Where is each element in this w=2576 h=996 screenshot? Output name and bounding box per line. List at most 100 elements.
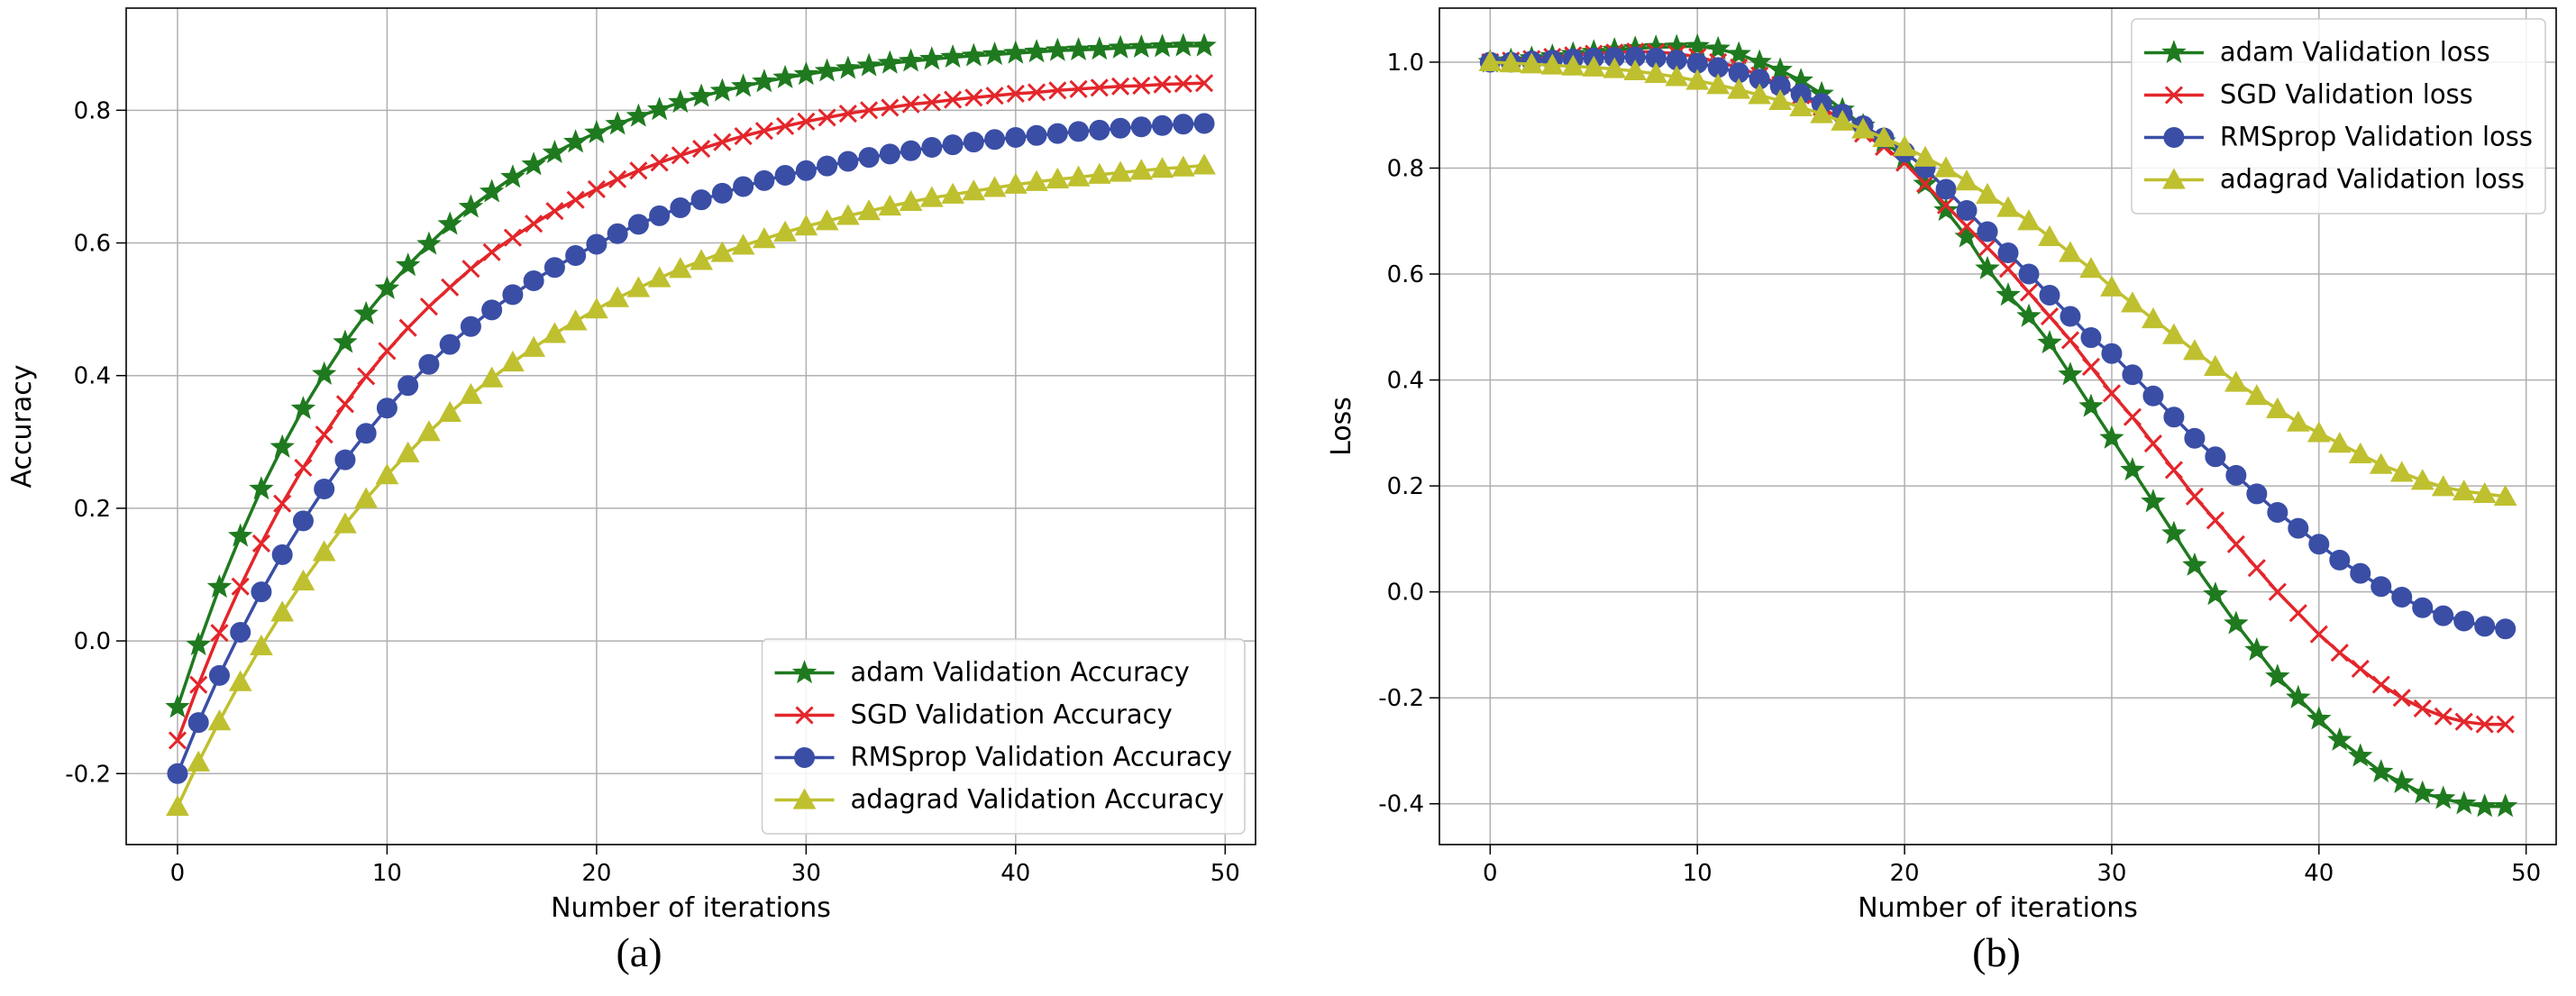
marker: [1108, 34, 1133, 59]
y-tick-label: 0.2: [1387, 473, 1424, 500]
marker: [814, 58, 840, 82]
marker: [1705, 35, 1731, 59]
plot-frame: [125, 7, 1256, 845]
series-line: [176, 44, 1204, 708]
marker: [544, 257, 565, 279]
marker: [2164, 86, 2183, 105]
marker: [2288, 604, 2307, 623]
marker: [584, 119, 609, 144]
x-tick-label: 30: [2096, 860, 2126, 887]
marker: [881, 98, 900, 117]
marker: [376, 397, 397, 419]
marker: [187, 712, 209, 734]
marker: [543, 322, 567, 343]
marker: [2206, 511, 2224, 530]
marker: [503, 228, 522, 247]
marker: [168, 731, 187, 750]
marker: [2017, 209, 2041, 231]
marker: [501, 350, 525, 372]
x-axis-label: Number of iterations: [551, 892, 831, 924]
y-tick-label: 0.0: [74, 628, 111, 655]
marker: [1192, 32, 1217, 57]
marker: [1768, 57, 1793, 81]
marker: [458, 194, 484, 218]
legend-label: RMSprop Validation loss: [2220, 122, 2533, 152]
marker: [2246, 483, 2268, 505]
marker: [690, 189, 712, 211]
marker: [189, 675, 208, 694]
marker: [542, 139, 568, 164]
y-tick-label: -0.2: [65, 761, 111, 788]
marker: [2224, 610, 2249, 635]
marker: [186, 632, 211, 656]
marker: [650, 153, 669, 172]
marker: [2451, 790, 2477, 815]
marker: [713, 132, 732, 151]
y-tick-label: 0.2: [74, 496, 111, 523]
marker: [291, 569, 315, 590]
marker: [231, 577, 250, 596]
marker: [290, 396, 316, 420]
marker: [439, 334, 461, 355]
marker: [1623, 59, 1648, 81]
marker: [1132, 77, 1151, 96]
marker: [523, 270, 544, 291]
marker: [2288, 517, 2309, 539]
marker: [2163, 127, 2185, 148]
marker: [565, 244, 587, 266]
marker: [2205, 446, 2226, 468]
marker: [2286, 410, 2310, 432]
marker: [647, 266, 671, 288]
marker: [418, 353, 440, 375]
marker: [354, 487, 379, 508]
plot-frame: [1439, 7, 2557, 845]
marker: [1005, 127, 1027, 149]
marker: [731, 233, 755, 255]
marker: [772, 64, 798, 88]
marker: [314, 479, 335, 500]
marker: [1603, 57, 1627, 78]
marker: [2039, 285, 2060, 306]
marker: [2141, 489, 2166, 513]
marker: [227, 523, 253, 547]
marker: [1977, 221, 1998, 242]
marker: [1975, 255, 2000, 279]
x-tick-label: 40: [2304, 860, 2334, 887]
marker: [230, 622, 251, 644]
marker: [1087, 36, 1112, 60]
marker: [629, 161, 648, 180]
marker: [378, 342, 397, 361]
marker: [587, 179, 606, 198]
marker: [563, 309, 588, 331]
marker: [818, 108, 836, 127]
marker: [2060, 331, 2080, 350]
marker: [416, 231, 442, 255]
marker: [899, 189, 923, 211]
marker: [480, 366, 504, 388]
marker: [1192, 153, 1216, 175]
y-tick-label: -0.2: [1378, 685, 1424, 712]
marker: [165, 694, 190, 718]
marker: [208, 664, 230, 686]
marker: [646, 96, 672, 121]
marker: [2413, 699, 2432, 718]
marker: [1685, 69, 1710, 90]
marker: [461, 260, 480, 279]
marker: [1748, 83, 1771, 105]
marker: [1561, 54, 1585, 76]
marker: [1789, 95, 1813, 117]
marker: [459, 383, 483, 405]
marker: [1048, 81, 1067, 100]
marker: [944, 90, 963, 109]
marker: [1069, 79, 1088, 98]
marker: [1045, 37, 1071, 61]
marker: [2351, 659, 2370, 678]
marker: [1173, 114, 1194, 135]
x-tick-label: 30: [791, 860, 821, 887]
marker: [2434, 707, 2453, 726]
marker: [2164, 461, 2183, 480]
legend-label: adagrad Validation Accuracy: [851, 784, 1225, 815]
marker: [335, 395, 354, 414]
marker: [794, 747, 816, 768]
marker: [984, 129, 1006, 151]
